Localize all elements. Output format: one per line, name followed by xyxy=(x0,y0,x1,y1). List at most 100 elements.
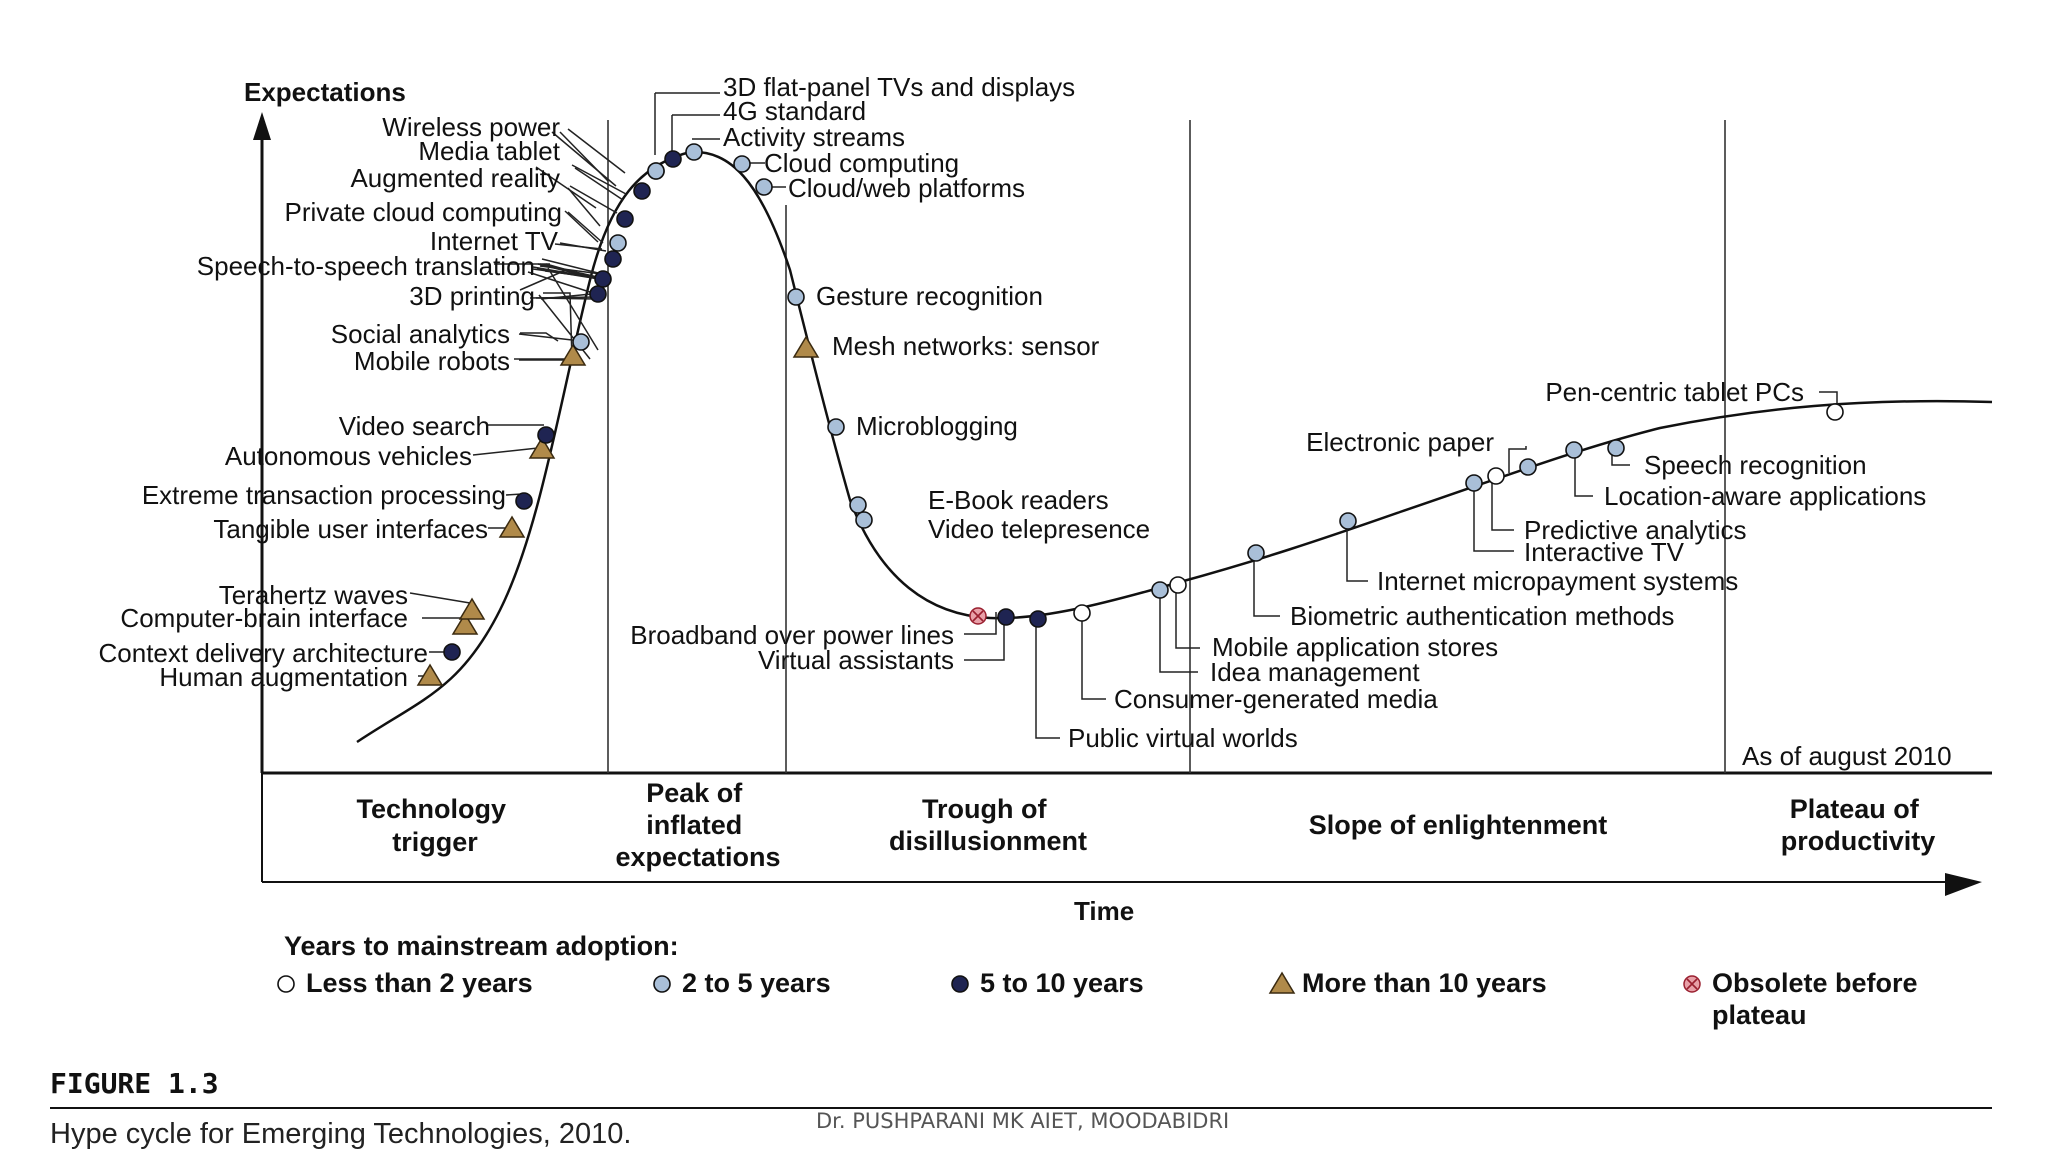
label-video-telepresence: Video telepresence xyxy=(928,514,1150,544)
hype-curve xyxy=(356,150,1993,744)
figure-number: FIGURE 1.3 xyxy=(50,1067,219,1100)
marker-gesture-recognition xyxy=(787,288,805,306)
phase-dividers xyxy=(607,120,1726,773)
marker-terahertz-waves xyxy=(458,597,486,620)
marker-public-virtual-worlds xyxy=(1029,610,1047,628)
y-axis-arrow-icon xyxy=(253,112,271,140)
label-3d-flat-panel-tvs-and-displays: 3D flat-panel TVs and displays xyxy=(723,72,1075,102)
label-computer-brain-interface: Computer-brain interface xyxy=(120,603,408,633)
marker-augmented-reality xyxy=(616,210,634,228)
marker-extreme-transaction-processing xyxy=(515,492,533,510)
technology-markers xyxy=(416,143,1844,686)
label-broadband-over-power-lines: Broadband over power lines xyxy=(630,620,954,650)
phase-peak: Peak of inflated expectations xyxy=(615,778,780,872)
figure-caption: FIGURE 1.3 Hype cycle for Emerging Techn… xyxy=(50,1067,1992,1150)
marker-cloud-computing xyxy=(733,155,751,173)
figure-caption-text: Hype cycle for Emerging Technologies, 20… xyxy=(50,1118,631,1150)
label-virtual-assistants: Virtual assistants xyxy=(758,645,954,675)
phase-plateau: Plateau of productivity xyxy=(1781,794,1936,856)
marker-microblogging xyxy=(827,418,845,436)
label-activity-streams: Activity streams xyxy=(723,122,905,152)
marker-broadband-over-power-lines xyxy=(969,607,987,625)
legend-items: Less than 2 years 2 to 5 years 5 to 10 yea… xyxy=(277,968,1918,1030)
marker-electronic-paper xyxy=(1519,458,1537,476)
legend-icon-more-than-10-years xyxy=(1268,971,1296,994)
label-predictive-analytics: Predictive analytics xyxy=(1524,515,1747,545)
marker-internet-tv xyxy=(604,250,622,268)
label-mobile-robots: Mobile robots xyxy=(354,346,510,376)
marker-speech-recognition xyxy=(1607,439,1625,457)
marker-location-aware-applications xyxy=(1565,441,1583,459)
label-internet-micropayment-systems: Internet micropayment systems xyxy=(1377,566,1738,596)
marker-activity-streams xyxy=(685,143,703,161)
marker-e-book-readers xyxy=(849,496,867,514)
time-axis-arrow-icon xyxy=(1945,873,1982,896)
label-interactive-tv: Interactive TV xyxy=(1524,537,1685,567)
legend-label-less-than-2-years: Less than 2 years xyxy=(306,968,533,998)
marker-mobile-application-stores xyxy=(1169,576,1187,594)
legend-icon-obsolete-before xyxy=(1683,975,1701,993)
label-wireless-power: Wireless power xyxy=(382,112,560,142)
label-microblogging: Microblogging xyxy=(856,411,1018,441)
legend-icon-less-than-2-years xyxy=(277,975,295,993)
label-4g-standard: 4G standard xyxy=(723,96,866,126)
label-consumer-generated-media: Consumer-generated media xyxy=(1114,684,1438,714)
label-private-cloud-computing: Private cloud computing xyxy=(285,197,562,227)
label-context-delivery-architecture: Context delivery architecture xyxy=(99,638,428,668)
label-3d-printing: 3D printing xyxy=(409,281,535,311)
label-autonomous-vehicles: Autonomous vehicles xyxy=(225,441,472,471)
marker-cloud-web-platforms xyxy=(755,178,773,196)
axes: Expectations Time As of august 2010 xyxy=(244,77,1992,926)
phase-slope: Slope of enlightenment xyxy=(1309,810,1608,840)
label-e-book-readers: E-Book readers xyxy=(928,485,1109,515)
y-axis-label: Expectations xyxy=(244,77,406,107)
leader-lines xyxy=(409,92,1838,739)
label-location-aware-applications: Location-aware applications xyxy=(1604,481,1926,511)
legend-label-obsolete-before: Obsolete before xyxy=(1712,968,1918,998)
label-internet-tv: Internet TV xyxy=(430,226,559,256)
marker-3d-flat-panel-tvs-and-displays xyxy=(647,162,665,180)
marker-idea-management xyxy=(1151,581,1169,599)
marker-private-cloud-computing xyxy=(609,234,627,252)
marker-4g-standard xyxy=(664,150,682,168)
label-media-tablet: Media tablet xyxy=(418,136,560,166)
as-of-label: As of august 2010 xyxy=(1742,741,1952,771)
label-social-analytics: Social analytics xyxy=(331,319,510,349)
marker-mobile-robots xyxy=(559,343,587,366)
label-biometric-authentication-methods: Biometric authentication methods xyxy=(1290,601,1674,631)
phase-technology-trigger: Technology trigger xyxy=(356,794,513,857)
x-axis-label: Time xyxy=(1074,896,1134,926)
label-mesh-networks-sensor: Mesh networks: sensor xyxy=(832,331,1100,361)
label-idea-management: Idea management xyxy=(1210,657,1420,687)
label-electronic-paper: Electronic paper xyxy=(1306,427,1494,457)
marker-biometric-authentication-methods xyxy=(1247,544,1265,562)
marker-autonomous-vehicles xyxy=(528,436,556,459)
marker-video-search xyxy=(537,426,555,444)
label-speech-to-speech-translation: Speech-to-speech translation xyxy=(197,251,535,281)
label-speech-recognition: Speech recognition xyxy=(1644,450,1867,480)
legend-title: Years to mainstream adoption: xyxy=(284,931,679,961)
legend-icon-2-to-5-years xyxy=(653,975,671,993)
label-cloud-computing: Cloud computing xyxy=(764,148,959,178)
legend-label-obsolete-before-line2: plateau xyxy=(1712,1000,1807,1030)
label-terahertz-waves: Terahertz waves xyxy=(219,580,408,610)
marker-speech-to-speech-translation xyxy=(594,270,612,288)
label-tangible-user-interfaces: Tangible user interfaces xyxy=(213,514,488,544)
marker-virtual-assistants xyxy=(997,608,1015,626)
marker-consumer-generated-media xyxy=(1073,604,1091,622)
marker-tangible-user-interfaces xyxy=(498,515,526,538)
label-augmented-reality: Augmented reality xyxy=(350,163,560,193)
marker-pen-centric-tablet-pcs xyxy=(1826,403,1844,421)
marker-mesh-networks-sensor xyxy=(792,335,820,358)
phase-trough: Trough of disillusionment xyxy=(889,794,1087,856)
footer-credit: Dr. PUSHPARANI MK AIET, MOODABIDRI xyxy=(816,1109,1229,1133)
label-cloud-web-platforms: Cloud/web platforms xyxy=(788,173,1025,203)
marker-interactive-tv xyxy=(1465,474,1483,492)
label-pen-centric-tablet-pcs: Pen-centric tablet PCs xyxy=(1545,377,1804,407)
marker-predictive-analytics xyxy=(1487,467,1505,485)
label-video-search: Video search xyxy=(339,411,490,441)
marker-internet-micropayment-systems xyxy=(1339,512,1357,530)
